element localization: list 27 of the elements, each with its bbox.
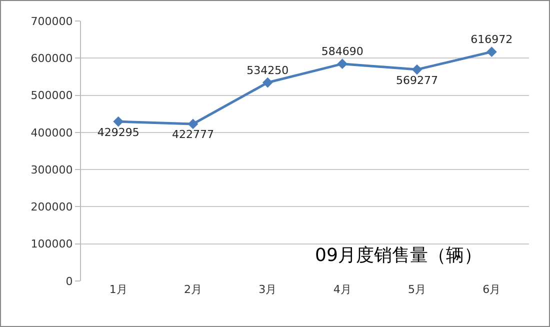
point: [337, 58, 348, 70]
point: [188, 118, 198, 130]
point: [262, 77, 273, 88]
x-tick-label: 1月: [109, 283, 128, 296]
y-tick-label: 300000: [30, 163, 73, 176]
text: 09月度销售量（辆）: [315, 245, 482, 266]
y-tick-label: 0: [66, 274, 73, 288]
y-tick-label: 200000: [30, 200, 73, 214]
x-tick-label: 2月: [184, 283, 202, 296]
y-tick-label: 500000: [30, 89, 73, 102]
data-label: 569277: [396, 74, 438, 87]
y-tick-label: 600000: [30, 52, 73, 65]
point: [412, 64, 422, 75]
y-tick-label: 700000: [30, 14, 73, 28]
x-tick-label: 4月: [333, 283, 352, 296]
x-tick-label: 5月: [408, 283, 426, 296]
data-label: 584690: [321, 45, 364, 58]
y-tick-label: 400000: [30, 126, 73, 140]
data-label: 616972: [470, 33, 513, 46]
data-label: 534250: [246, 64, 289, 77]
x-tick-label: 3月: [258, 283, 277, 296]
point: [113, 116, 124, 127]
y-tick-label: 100000: [30, 238, 73, 251]
x-tick-label: 6月: [482, 283, 501, 296]
data-label: 429295: [97, 126, 140, 139]
point: [486, 46, 497, 58]
data-label: 422777: [172, 128, 214, 142]
